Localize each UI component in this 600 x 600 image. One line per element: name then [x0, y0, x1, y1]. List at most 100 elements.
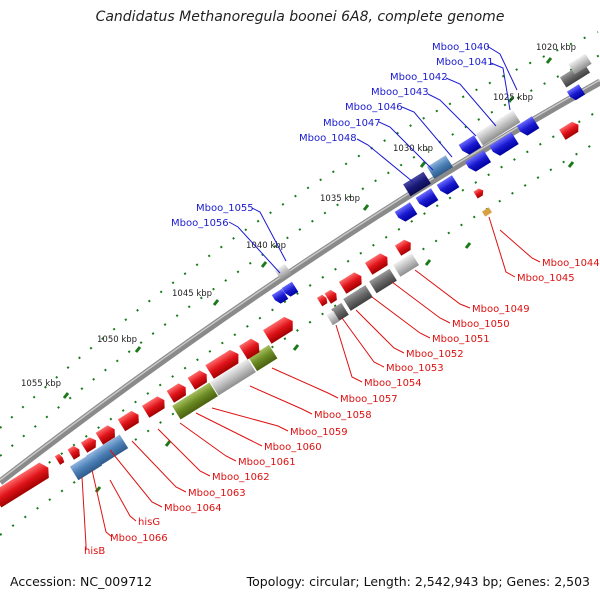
accession-text: Accession: NC_009712	[10, 574, 153, 589]
genome-summary-text: Topology: circular; Length: 2,542,943 bp…	[246, 574, 590, 589]
scale-label-1020: 1020 kbp	[536, 43, 576, 53]
upper-labels: Mboo_1040 Mboo_1041 Mboo_1042 Mboo_1043 …	[171, 42, 494, 229]
label-mboo-1040: Mboo_1040	[432, 42, 490, 53]
gene-blue-1027[interactable]	[489, 132, 519, 158]
map-title: Candidatus Methanoregula boonei 6A8, com…	[95, 9, 505, 25]
gene-mboo-1060[interactable]	[187, 368, 211, 390]
label-mboo-1057: Mboo_1057	[340, 394, 398, 405]
genome-backbone	[0, 78, 600, 485]
label-mboo-1051: Mboo_1051	[432, 334, 490, 345]
label-mboo-1056: Mboo_1056	[171, 218, 229, 229]
gene-mboo-1064[interactable]	[95, 423, 119, 445]
upper-leader-lines	[228, 45, 518, 274]
gene-blue-1042b[interactable]	[271, 288, 289, 306]
label-hisg: hisG	[138, 517, 160, 528]
label-mboo-1064: Mboo_1064	[164, 503, 222, 514]
scale-tracks	[0, 31, 600, 536]
scale-label-1045: 1045 kbp	[172, 289, 212, 299]
gene-red-1045[interactable]	[205, 347, 242, 379]
gene-blue-1029[interactable]	[464, 150, 492, 174]
gene-red-1038[interactable]	[338, 270, 365, 294]
gene-mboo-1048[interactable]	[436, 175, 460, 196]
label-mboo-1041: Mboo_1041	[436, 57, 494, 68]
gene-mboo-1061[interactable]	[166, 381, 190, 403]
label-mboo-1044: Mboo_1044	[542, 258, 600, 269]
scale-label-1055: 1055 kbp	[21, 379, 61, 389]
gene-mboo-1045[interactable]	[482, 207, 492, 217]
label-mboo-1043: Mboo_1043	[371, 87, 429, 98]
gene-mboo-1049[interactable]	[392, 253, 420, 277]
scale-labels: 1020 kbp 1025 kbp 1030 kbp 1035 kbp 1040…	[21, 43, 576, 389]
label-mboo-1053: Mboo_1053	[386, 363, 444, 374]
label-mboo-1052: Mboo_1052	[406, 349, 464, 360]
label-mboo-1066: Mboo_1066	[110, 533, 168, 544]
label-hisb: hisB	[84, 546, 105, 557]
gene-red-1040[interactable]	[316, 294, 329, 307]
genome-backbone-highlight	[0, 79, 600, 481]
gene-mboo-1063[interactable]	[117, 409, 142, 432]
label-mboo-1046: Mboo_1046	[345, 102, 403, 113]
gene-red-1037[interactable]	[364, 251, 391, 275]
gene-hisg[interactable]	[80, 435, 99, 453]
gene-red-1019[interactable]	[559, 120, 581, 140]
label-mboo-1058: Mboo_1058	[314, 410, 372, 421]
right-leader-lines	[488, 216, 541, 278]
scale-major-ticks	[62, 57, 575, 493]
label-mboo-1061: Mboo_1061	[238, 457, 296, 468]
gene-mboo-1054[interactable]	[394, 238, 414, 256]
gene-mboo-1044[interactable]	[473, 187, 485, 199]
right-labels: Mboo_1044 Mboo_1045	[517, 258, 600, 284]
gene-mboo-1058[interactable]	[210, 358, 256, 396]
label-mboo-1055: Mboo_1055	[196, 203, 254, 214]
lower-labels: Mboo_1049 Mboo_1050 Mboo_1051 Mboo_1052 …	[84, 304, 530, 557]
lower-leader-lines	[81, 269, 471, 550]
gene-blue-1034[interactable]	[394, 202, 418, 223]
gene-mboo-1047[interactable]	[403, 171, 431, 197]
scale-label-1025: 1025 kbp	[493, 93, 533, 103]
gene-red-1039[interactable]	[324, 288, 340, 304]
gene-red-1044[interactable]	[239, 336, 263, 360]
gene-mboo-1062[interactable]	[141, 394, 168, 418]
scale-label-1050: 1050 kbp	[97, 335, 137, 345]
gene-steel-1065b[interactable]	[69, 451, 103, 481]
label-mboo-1059: Mboo_1059	[290, 427, 348, 438]
label-mboo-1045: Mboo_1045	[517, 273, 575, 284]
scale-track-outer-upper	[0, 31, 599, 429]
scale-label-1035: 1035 kbp	[320, 194, 360, 204]
scale-label-1040: 1040 kbp	[246, 241, 286, 251]
gene-mboo-1059[interactable]	[172, 382, 218, 420]
gene-mboo-1051[interactable]	[343, 285, 373, 311]
gene-mboo-1052[interactable]	[331, 302, 349, 322]
scale-label-1030: 1030 kbp	[393, 144, 433, 154]
label-mboo-1050: Mboo_1050	[452, 319, 510, 330]
forward-gene-track	[0, 120, 581, 508]
gene-mboo-1046[interactable]	[426, 155, 454, 179]
gene-mboo-1041[interactable]	[568, 53, 592, 75]
gene-mboo-1050[interactable]	[369, 268, 397, 294]
gene-mboo-1053[interactable]	[326, 310, 340, 326]
gene-mboo-1039[interactable]	[566, 84, 586, 102]
label-mboo-1042: Mboo_1042	[390, 72, 448, 83]
label-mboo-1062: Mboo_1062	[212, 472, 270, 483]
gene-mboo-1055[interactable]	[274, 263, 292, 281]
reverse-gene-track	[271, 53, 592, 306]
gene-red-1043[interactable]	[263, 314, 297, 344]
gene-blue-1028[interactable]	[516, 116, 540, 137]
label-mboo-1054: Mboo_1054	[364, 378, 422, 389]
label-mboo-1060: Mboo_1060	[264, 442, 322, 453]
scale-track-inner-lower	[0, 109, 600, 499]
gene-mboo-1056[interactable]	[281, 281, 299, 299]
gene-red-1067[interactable]	[0, 460, 53, 508]
gene-mboo-1066[interactable]	[67, 444, 83, 460]
label-mboo-1047: Mboo_1047	[323, 118, 381, 129]
label-mboo-1048: Mboo_1048	[299, 133, 357, 144]
gene-mboo-1043[interactable]	[458, 135, 482, 156]
gene-hisb[interactable]	[54, 453, 65, 465]
gene-mboo-1057[interactable]	[248, 344, 278, 372]
label-mboo-1049: Mboo_1049	[472, 304, 530, 315]
gene-blue-1033[interactable]	[415, 188, 439, 209]
label-mboo-1063: Mboo_1063	[188, 488, 246, 499]
gene-mboo-1042[interactable]	[475, 110, 521, 146]
scale-track-outer-lower	[0, 139, 600, 536]
